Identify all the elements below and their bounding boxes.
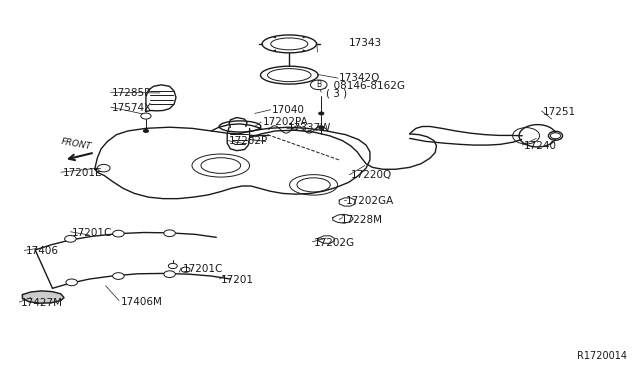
Circle shape <box>164 230 175 237</box>
Text: FRONT: FRONT <box>61 137 93 151</box>
Polygon shape <box>229 118 247 127</box>
Text: B: B <box>316 80 321 89</box>
Text: 17427M: 17427M <box>20 298 63 308</box>
Text: 17202G: 17202G <box>314 238 355 247</box>
Text: 17201E: 17201E <box>63 168 102 178</box>
Text: 17201: 17201 <box>221 275 254 285</box>
Circle shape <box>164 271 175 278</box>
Text: 17406M: 17406M <box>120 297 162 307</box>
Text: 17574X: 17574X <box>112 103 152 113</box>
Polygon shape <box>333 214 353 223</box>
Text: ( 3 ): ( 3 ) <box>326 89 348 99</box>
Text: 17406: 17406 <box>26 246 59 256</box>
Circle shape <box>141 113 151 119</box>
Text: 17228M: 17228M <box>340 215 383 225</box>
Text: 17202GA: 17202GA <box>346 196 394 206</box>
Text: 17342Q: 17342Q <box>339 73 381 83</box>
Circle shape <box>65 235 76 242</box>
Text: 17040: 17040 <box>272 105 305 115</box>
Polygon shape <box>146 85 176 112</box>
Text: 17285P: 17285P <box>112 88 152 98</box>
Text: 17202PA: 17202PA <box>262 117 308 127</box>
Circle shape <box>66 279 77 286</box>
Circle shape <box>143 129 148 132</box>
Polygon shape <box>227 127 250 151</box>
Text: 17201C: 17201C <box>182 264 223 273</box>
Text: 17337W: 17337W <box>288 124 332 133</box>
Circle shape <box>97 164 110 172</box>
Circle shape <box>319 126 324 129</box>
Text: 17220Q: 17220Q <box>351 170 392 180</box>
Text: R1720014: R1720014 <box>577 351 627 361</box>
Circle shape <box>168 263 177 269</box>
Polygon shape <box>95 127 370 199</box>
Text: 17251: 17251 <box>543 107 576 116</box>
Text: 17343: 17343 <box>349 38 382 48</box>
Circle shape <box>319 112 324 115</box>
Circle shape <box>550 133 561 139</box>
Polygon shape <box>22 291 64 303</box>
Text: 17240: 17240 <box>524 141 557 151</box>
Circle shape <box>181 267 190 272</box>
Circle shape <box>113 230 124 237</box>
Text: B  08146-8162G: B 08146-8162G <box>320 81 405 91</box>
Circle shape <box>113 273 124 279</box>
Text: 17202P: 17202P <box>229 136 268 145</box>
Polygon shape <box>319 236 334 243</box>
Polygon shape <box>339 198 355 206</box>
Circle shape <box>310 80 327 90</box>
Text: 17201C: 17201C <box>72 228 112 237</box>
